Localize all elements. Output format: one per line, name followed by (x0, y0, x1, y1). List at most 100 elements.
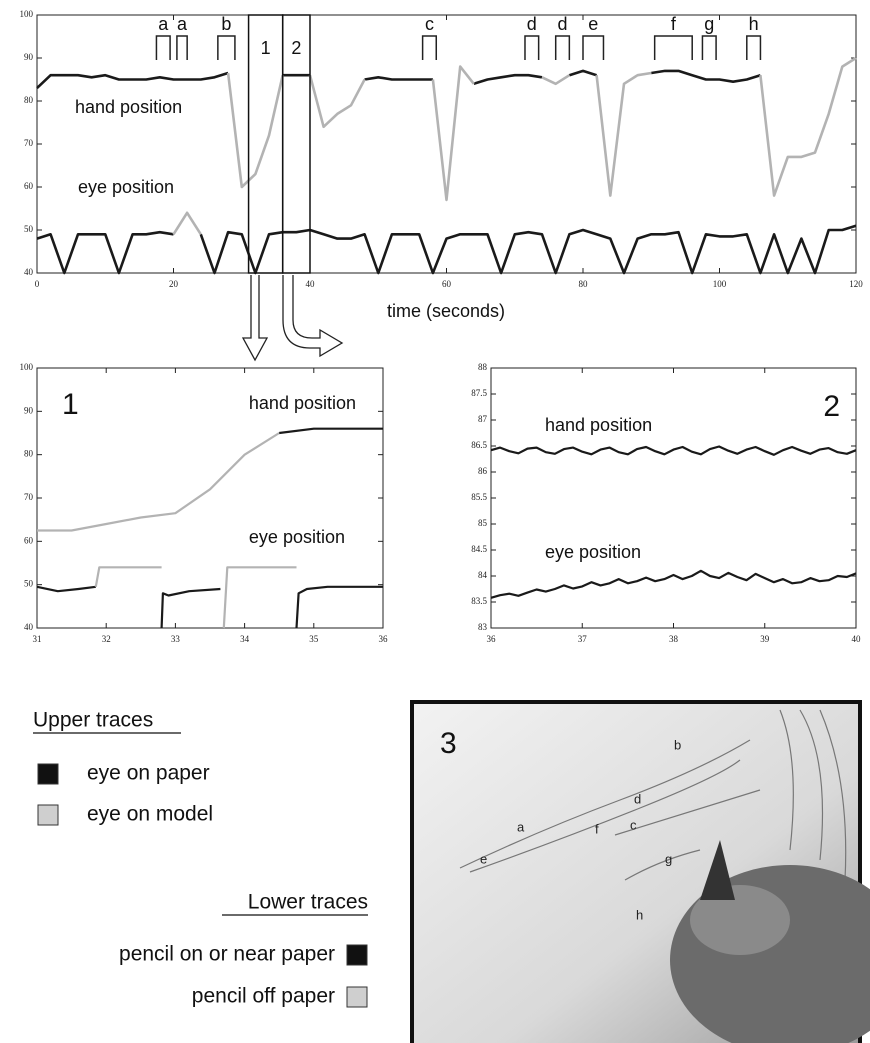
x-axis-label: time (seconds) (387, 301, 505, 321)
y-tick-label: 70 (24, 138, 34, 148)
event-bracket (421, 35, 438, 60)
y-tick-label: 40 (24, 267, 34, 277)
event-label: e (588, 14, 598, 34)
y-tick-label: 80 (24, 449, 34, 459)
x-tick-label: 0 (35, 279, 40, 289)
trace (490, 569, 857, 599)
trace-label: eye position (78, 177, 174, 197)
y-tick-label: 40 (24, 622, 34, 632)
y-tick-label: 83 (478, 622, 488, 632)
sketch-letter: c (630, 817, 637, 832)
legend-label: pencil off paper (192, 985, 335, 1008)
event-bracket (582, 35, 605, 60)
event-bracket (746, 35, 762, 60)
x-tick-label: 20 (169, 279, 179, 289)
zoom-label: 1 (261, 38, 271, 58)
sketch-letter: b (674, 737, 681, 752)
zoom-arrow (282, 275, 344, 358)
x-tick-label: 40 (852, 634, 862, 644)
trace-label: hand position (249, 393, 356, 413)
y-tick-label: 87 (478, 414, 488, 424)
plot-frame (36, 14, 857, 274)
x-tick-label: 36 (379, 634, 389, 644)
zoom-label: 2 (291, 38, 301, 58)
event-label: g (704, 14, 714, 34)
y-tick-label: 80 (24, 95, 34, 105)
legend-title: Lower traces (248, 891, 368, 914)
sketch (459, 709, 847, 881)
plot-frame (490, 367, 857, 629)
y-tick-label: 84 (478, 570, 488, 580)
trace (37, 432, 280, 532)
x-tick-label: 32 (102, 634, 111, 644)
trace (172, 211, 202, 235)
event-label: a (158, 14, 169, 34)
y-tick-label: 85 (478, 518, 488, 528)
event-bracket (653, 35, 693, 60)
y-tick-label: 90 (24, 52, 34, 62)
y-tick-label: 60 (24, 181, 34, 191)
x-tick-label: 120 (849, 279, 863, 289)
y-tick-label: 60 (24, 535, 34, 545)
x-tick-label: 80 (579, 279, 589, 289)
trace (279, 427, 383, 435)
trace (94, 566, 297, 629)
trace-label: hand position (75, 97, 182, 117)
panel-label: 1 (62, 388, 79, 421)
legend-swatch (37, 804, 59, 826)
y-tick-label: 90 (24, 405, 34, 415)
trace-label: eye position (545, 542, 641, 562)
event-bracket (155, 35, 171, 60)
legend-swatch (346, 944, 368, 966)
x-tick-label: 38 (669, 634, 679, 644)
trace (36, 585, 383, 629)
trace (36, 224, 857, 275)
event-label: b (221, 14, 231, 34)
y-tick-label: 87.5 (471, 388, 487, 398)
event-label: f (671, 14, 677, 34)
event-bracket (524, 35, 540, 60)
trace (36, 69, 761, 90)
sketch-letter: h (636, 907, 643, 922)
trace-label: eye position (249, 527, 345, 547)
sketch-letter: d (634, 791, 641, 806)
sketch-letter: e (480, 851, 487, 866)
event-bracket (217, 35, 236, 60)
legend-swatch (346, 986, 368, 1008)
x-tick-label: 36 (487, 634, 497, 644)
x-tick-label: 31 (33, 634, 42, 644)
legend-title: Upper traces (33, 709, 153, 732)
legend-label: eye on model (87, 803, 213, 826)
zoom-box (281, 14, 311, 274)
x-tick-label: 35 (309, 634, 319, 644)
sketch-letter: f (595, 821, 599, 836)
event-label: d (527, 14, 537, 34)
event-label: h (749, 14, 759, 34)
event-bracket (554, 35, 571, 60)
x-tick-label: 39 (760, 634, 770, 644)
panel-label: 3 (440, 727, 457, 760)
y-tick-label: 83.5 (471, 596, 487, 606)
trace (226, 56, 857, 202)
event-bracket (701, 35, 717, 60)
zoom-arrow (241, 275, 269, 362)
trace (490, 445, 857, 456)
legend-swatch (37, 763, 59, 785)
sketch-letter: a (517, 819, 525, 834)
y-tick-label: 100 (20, 9, 34, 19)
y-tick-label: 88 (478, 362, 488, 372)
x-tick-label: 33 (171, 634, 181, 644)
x-tick-label: 60 (442, 279, 452, 289)
x-tick-label: 34 (240, 634, 250, 644)
y-tick-label: 86.5 (471, 440, 487, 450)
y-tick-label: 100 (20, 362, 34, 372)
x-tick-label: 37 (578, 634, 588, 644)
y-tick-label: 84.5 (471, 544, 487, 554)
legend-label: pencil on or near paper (119, 943, 335, 966)
sketch-letter: g (665, 851, 672, 866)
thumb (690, 885, 790, 955)
legend-label: eye on paper (87, 762, 210, 785)
y-tick-label: 70 (24, 492, 34, 502)
trace-label: hand position (545, 415, 652, 435)
